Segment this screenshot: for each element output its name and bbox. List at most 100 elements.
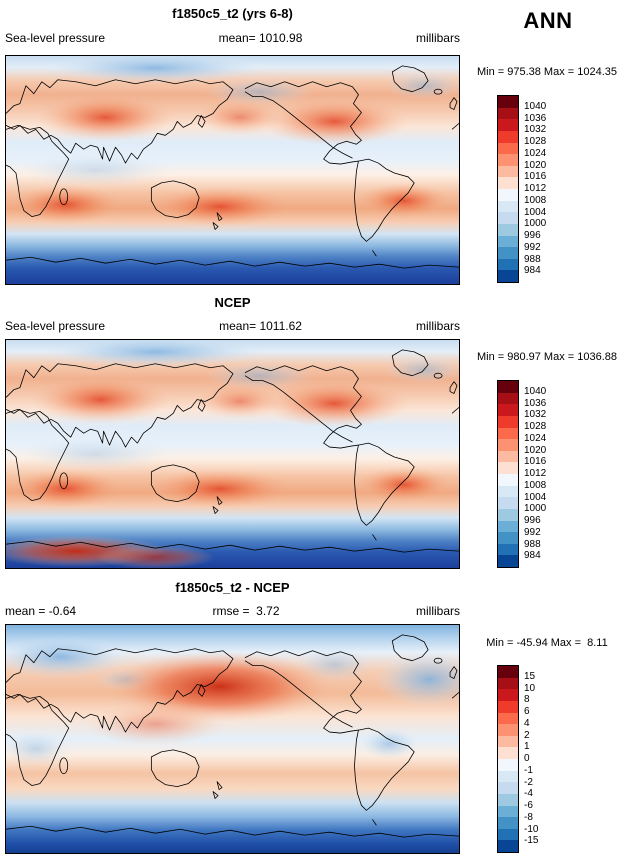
- panel-sub-row: Sea-level pressure mean= 1011.62 milliba…: [5, 319, 460, 333]
- colorbar-tick-label: 1008: [524, 479, 547, 491]
- colorbar-tick-label: 1040: [524, 385, 547, 397]
- colorbar-tick-label: 1000: [524, 503, 547, 515]
- colorbar-segment: [498, 532, 518, 544]
- colorbar-tick-label: -8: [524, 811, 533, 823]
- colorbar-segment: [498, 130, 518, 143]
- stats-minmax: Min = 980.97 Max = 1036.88: [476, 351, 618, 363]
- colorbar-segment: [498, 427, 518, 440]
- colorbar: 1040 1036 1032 1028 1024 1020 1016 1012 1008 1004…: [497, 95, 568, 283]
- colorbar-segment: [498, 840, 518, 852]
- colorbar-segment: [498, 805, 518, 818]
- colorbar-tick-label: 1032: [524, 409, 547, 421]
- colorbar-segment: [498, 247, 518, 259]
- colorbar-tick-label: -10: [524, 823, 539, 835]
- colorbar-tick-label: 996: [524, 515, 541, 526]
- colorbar-segment: [498, 666, 518, 678]
- colorbar-segment: [498, 96, 518, 108]
- colorbar-segment: [498, 177, 518, 189]
- colorbar-tick-label: 6: [524, 706, 530, 717]
- colorbar-tick-label: 1016: [524, 456, 547, 468]
- colorbar-segment: [498, 404, 518, 416]
- colorbar-tick-label: 984: [524, 265, 541, 277]
- colorbar-segment: [498, 828, 518, 841]
- colorbar-tick-label: 992: [524, 241, 541, 253]
- colorbar-segment: [498, 235, 518, 248]
- colorbar-labels: 1040 1036 1032 1028 1024 1020 1016 1012 1008 1004…: [524, 95, 568, 283]
- colorbar-tick-label: 1020: [524, 444, 547, 456]
- colorbar-segment: [498, 439, 518, 451]
- colorbar-segment: [498, 677, 518, 690]
- colorbar-segment: [498, 450, 518, 463]
- colorbar-tick-label: 1004: [524, 491, 547, 503]
- colorbar-tick-label: 1000: [524, 218, 547, 230]
- colorbar-segment: [498, 520, 518, 533]
- colorbar-segment: [498, 759, 518, 771]
- colorbar-tick-label: 1028: [524, 136, 547, 147]
- colorbar-tick-label: 15: [524, 670, 536, 682]
- colorbar-tick-label: 0: [524, 753, 530, 764]
- colorbar-tick-label: 1036: [524, 112, 547, 124]
- model-map: [5, 55, 460, 285]
- colorbar-segment: [498, 462, 518, 474]
- panel-title: f1850c5_t2 - NCEP: [175, 580, 290, 595]
- colorbar-tick-label: -15: [524, 835, 539, 847]
- colorbar-bar: [497, 380, 519, 568]
- variable-label: Sea-level pressure: [5, 319, 106, 333]
- stats-minmax: Min = -45.94 Max = 8.11: [486, 637, 608, 649]
- colorbar-tick-label: 1040: [524, 100, 547, 112]
- colorbar-segment: [498, 474, 518, 486]
- colorbar-segment: [498, 735, 518, 748]
- colorbar-tick-label: 996: [524, 230, 541, 241]
- colorbar-tick-label: -6: [524, 800, 533, 811]
- colorbar-segment: [498, 793, 518, 806]
- colorbar-tick-label: 1004: [524, 206, 547, 218]
- colorbar-tick-label: 1020: [524, 159, 547, 171]
- colorbar-segment: [498, 782, 518, 794]
- colorbar-tick-label: 984: [524, 550, 541, 562]
- colorbar-segment: [498, 497, 518, 509]
- mean-label: mean= 1011.62: [219, 319, 302, 333]
- rmse-label: rmse = 3.72: [212, 604, 280, 618]
- colorbar-tick-label: 1028: [524, 421, 547, 432]
- colorbar-bar: [497, 95, 519, 283]
- colorbar-tick-label: -4: [524, 788, 533, 800]
- colorbar-segment: [498, 189, 518, 201]
- colorbar-tick-label: 2: [524, 729, 530, 741]
- units-label: millibars: [415, 31, 460, 45]
- colorbar-segment: [498, 543, 518, 556]
- colorbar-segment: [498, 270, 518, 282]
- colorbar-segment: [498, 392, 518, 405]
- panel-sub-row: Sea-level pressure mean= 1010.98 milliba…: [5, 31, 460, 45]
- mean-label: mean = -0.64: [5, 604, 77, 618]
- colorbar-segment: [498, 142, 518, 155]
- colorbar-segment: [498, 555, 518, 567]
- colorbar-tick-label: 988: [524, 538, 541, 550]
- colorbar-segment: [498, 770, 518, 783]
- colorbar-labels: 1040 1036 1032 1028 1024 1020 1016 1012 1008 1004…: [524, 380, 568, 568]
- units-label: millibars: [415, 319, 460, 333]
- colorbar-segment: [498, 485, 518, 498]
- colorbar-tick-label: 1024: [524, 432, 547, 444]
- colorbar-tick-label: 1024: [524, 147, 547, 159]
- colorbar-segment: [498, 415, 518, 428]
- obs-map: [5, 339, 460, 569]
- panel-title: NCEP: [214, 295, 251, 310]
- colorbar-tick-label: 10: [524, 682, 536, 694]
- colorbar-segment: [498, 212, 518, 224]
- colorbar: 15 10 8 6 4 2 1 0 -1 -2 -4 -6 -8 -10 -15: [497, 665, 568, 853]
- colorbar-tick-label: 1008: [524, 194, 547, 206]
- colorbar-tick-label: 1012: [524, 468, 547, 479]
- colorbar-segment: [498, 119, 518, 131]
- colorbar: 1040 1036 1032 1028 1024 1020 1016 1012 1008 1004…: [497, 380, 568, 568]
- colorbar-tick-label: 8: [524, 694, 530, 706]
- colorbar-segment: [498, 747, 518, 759]
- colorbar-segment: [498, 817, 518, 829]
- colorbar-tick-label: 1012: [524, 183, 547, 194]
- colorbar-tick-label: 1: [524, 741, 530, 753]
- colorbar-segment: [498, 689, 518, 701]
- diff-map: [5, 624, 460, 854]
- colorbar-segment: [498, 165, 518, 178]
- colorbar-tick-label: 1016: [524, 171, 547, 183]
- colorbar-segment: [498, 724, 518, 736]
